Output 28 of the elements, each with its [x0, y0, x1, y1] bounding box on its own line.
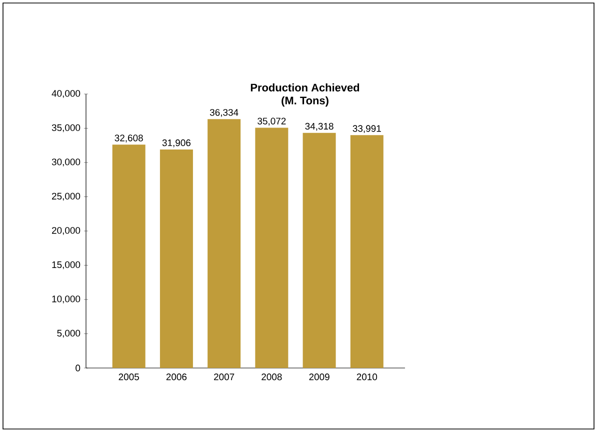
data-label: 33,991	[352, 125, 381, 133]
data-label: 35,072	[258, 118, 286, 126]
y-tick-label: 20,000	[52, 227, 80, 235]
bar	[112, 144, 146, 368]
data-label: 31,906	[162, 139, 191, 148]
x-tick-label: 2006	[166, 374, 187, 380]
y-tick-label: 25,000	[52, 192, 80, 201]
y-tick-label: 30,000	[52, 158, 80, 166]
bar	[350, 135, 384, 368]
y-tick-label: 0	[76, 364, 80, 372]
chart-title: Production Achieved (M. Tons)	[250, 83, 360, 107]
x-tick-label: 2010	[356, 374, 378, 380]
y-tick-label: 40,000	[52, 90, 80, 98]
data-label: 36,334	[210, 109, 238, 117]
y-tick-label: 5,000	[57, 330, 80, 338]
bar	[160, 149, 193, 368]
data-label: 34,318	[305, 122, 334, 131]
data-label: 32,608	[114, 134, 143, 142]
y-tick-label: 15,000	[52, 261, 80, 270]
bar	[302, 132, 336, 368]
x-tick-label: 2008	[262, 374, 282, 380]
x-tick-label: 2005	[118, 374, 139, 380]
y-tick-label: 35,000	[52, 124, 80, 132]
x-tick-label: 2007	[214, 374, 234, 380]
x-tick-label: 2009	[309, 374, 330, 380]
bar	[255, 128, 288, 368]
bar	[208, 119, 241, 368]
y-tick-label: 10,000	[52, 296, 80, 304]
